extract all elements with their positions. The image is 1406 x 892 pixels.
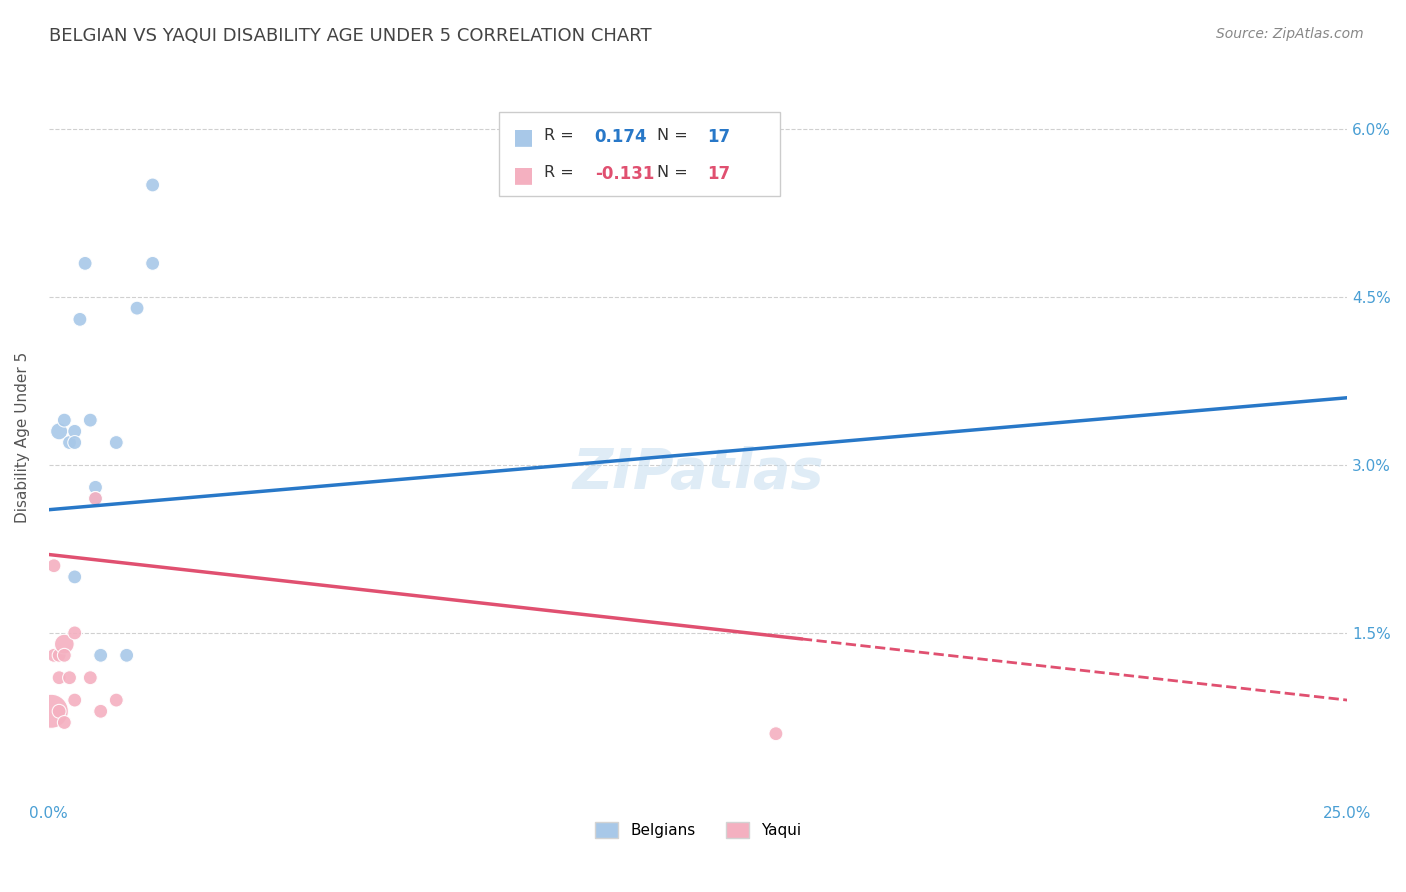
Point	[53, 413, 76, 427]
Text: 17: 17	[707, 165, 730, 183]
Point	[84, 491, 107, 506]
Text: ZIPatlas: ZIPatlas	[572, 446, 824, 500]
Point	[58, 671, 80, 685]
Text: ■: ■	[513, 165, 534, 185]
Text: R =: R =	[544, 165, 579, 180]
Text: N =: N =	[657, 165, 693, 180]
Point	[53, 715, 76, 730]
Point	[69, 312, 91, 326]
Point	[63, 435, 86, 450]
Point	[63, 570, 86, 584]
Point	[42, 558, 65, 573]
Text: R =: R =	[544, 128, 579, 143]
Point	[105, 435, 128, 450]
Point	[79, 671, 101, 685]
Point	[142, 178, 165, 192]
Point	[58, 435, 80, 450]
Point	[75, 256, 97, 270]
Y-axis label: Disability Age Under 5: Disability Age Under 5	[15, 351, 30, 523]
Point	[765, 727, 787, 741]
Point	[105, 693, 128, 707]
Legend: Belgians, Yaqui: Belgians, Yaqui	[589, 816, 807, 844]
Point	[48, 704, 70, 718]
Text: Source: ZipAtlas.com: Source: ZipAtlas.com	[1216, 27, 1364, 41]
Point	[90, 648, 112, 663]
Point	[53, 637, 76, 651]
Point	[142, 256, 165, 270]
Point	[48, 425, 70, 439]
Point	[48, 648, 70, 663]
Text: ■: ■	[513, 128, 534, 147]
Text: 17: 17	[707, 128, 730, 145]
Point	[125, 301, 148, 315]
Point	[79, 413, 101, 427]
Text: -0.131: -0.131	[595, 165, 654, 183]
Point	[63, 425, 86, 439]
Point	[90, 704, 112, 718]
Point	[42, 648, 65, 663]
Point	[63, 693, 86, 707]
Point	[84, 480, 107, 494]
Text: N =: N =	[657, 128, 693, 143]
Point	[41, 704, 63, 718]
Point	[115, 648, 138, 663]
Point	[84, 491, 107, 506]
Point	[48, 671, 70, 685]
Text: BELGIAN VS YAQUI DISABILITY AGE UNDER 5 CORRELATION CHART: BELGIAN VS YAQUI DISABILITY AGE UNDER 5 …	[49, 27, 652, 45]
Point	[53, 648, 76, 663]
Point	[63, 626, 86, 640]
Text: 0.174: 0.174	[595, 128, 647, 145]
